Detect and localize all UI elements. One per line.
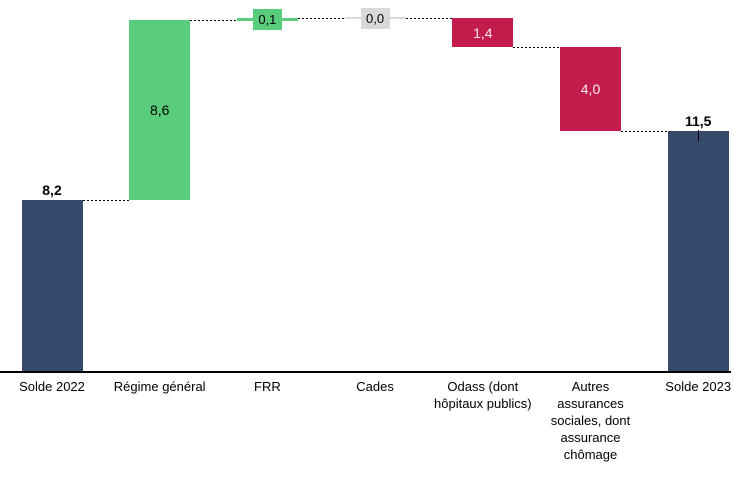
value-label-cades: 0,0 [360, 7, 390, 29]
category-label-odass: Odass (dont hôpitaux publics) [434, 379, 532, 411]
category-label-autres-assurances-sociales: Autres assurances sociales, dont assuran… [550, 379, 631, 462]
connector [190, 20, 237, 21]
connector [405, 18, 453, 19]
connector [82, 200, 130, 201]
category-label-frr: FRR [254, 379, 281, 394]
bar-regime-general [129, 20, 191, 200]
bar-autres-assurances-sociales [560, 47, 621, 131]
value-label-regime-general: 8,6 [149, 102, 170, 118]
connector [513, 47, 560, 48]
value-label-autres-assurances-sociales: 4,0 [580, 81, 601, 97]
x-axis-line [0, 371, 731, 373]
bar-odass [452, 18, 514, 47]
category-label-regime-general: Régime général [113, 379, 206, 394]
bar-solde-2023 [667, 131, 729, 372]
value-label-odass: 1,4 [473, 24, 493, 41]
value-label-solde-2022: 8,2 [42, 182, 62, 198]
category-label-cades: Cades [356, 379, 394, 394]
bar-solde-2022 [21, 200, 83, 372]
value-label-frr: 0,1 [252, 9, 282, 30]
category-label-solde-2023: Solde 2023 [665, 379, 732, 394]
value-label-solde-2023: 11,5 [684, 113, 712, 129]
label-leader-line [698, 130, 699, 141]
connector [621, 131, 668, 132]
connector [297, 18, 345, 19]
category-label-solde-2022: Solde 2022 [19, 379, 85, 394]
